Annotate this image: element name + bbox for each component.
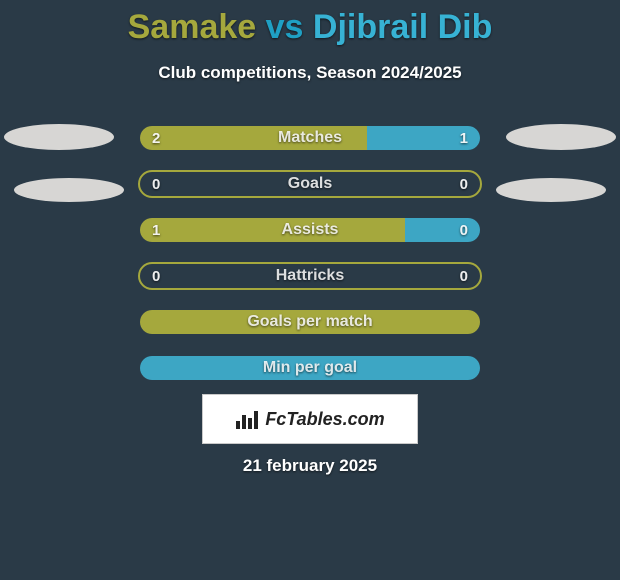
stat-bar-left [140, 310, 480, 334]
stat-row-assists: 10Assists [138, 216, 482, 244]
stat-value-left: 0 [152, 264, 160, 288]
stat-row-matches: 21Matches [138, 124, 482, 152]
stat-label: Goals [140, 172, 480, 196]
vs-text: vs [266, 8, 304, 46]
stat-value-right: 0 [460, 172, 468, 196]
logo-text: FcTables.com [265, 409, 384, 430]
stat-bar-right [140, 356, 480, 380]
stat-value-right: 0 [460, 264, 468, 288]
player2-name: Djibrail Dib [313, 8, 492, 46]
right-shadow-ellipse-2 [496, 178, 606, 202]
stat-row-min-per-goal: Min per goal [138, 354, 482, 382]
stat-value-left: 0 [152, 172, 160, 196]
left-shadow-ellipse-1 [4, 124, 114, 150]
stat-row-goals-per-match: Goals per match [138, 308, 482, 336]
right-shadow-ellipse-1 [506, 124, 616, 150]
stat-bar-right [405, 218, 480, 242]
stat-bars-container: 21Matches00Goals10Assists00HattricksGoal… [138, 124, 482, 400]
comparison-title: Samake vs Djibrail Dib [0, 0, 620, 47]
player1-name: Samake [128, 8, 257, 46]
date-text: 21 february 2025 [0, 456, 620, 476]
stat-row-goals: 0 0Goals [138, 170, 482, 198]
subtitle: Club competitions, Season 2024/2025 [0, 63, 620, 83]
stat-bar-left [140, 218, 405, 242]
stat-row-hattricks: 0 0Hattricks [138, 262, 482, 290]
stat-bar-left [140, 126, 367, 150]
stat-label: Hattricks [140, 264, 480, 288]
stat-bar-right [367, 126, 480, 150]
logo-box: FcTables.com [202, 394, 418, 444]
left-shadow-ellipse-2 [14, 178, 124, 202]
logo-bars-icon [235, 409, 259, 429]
